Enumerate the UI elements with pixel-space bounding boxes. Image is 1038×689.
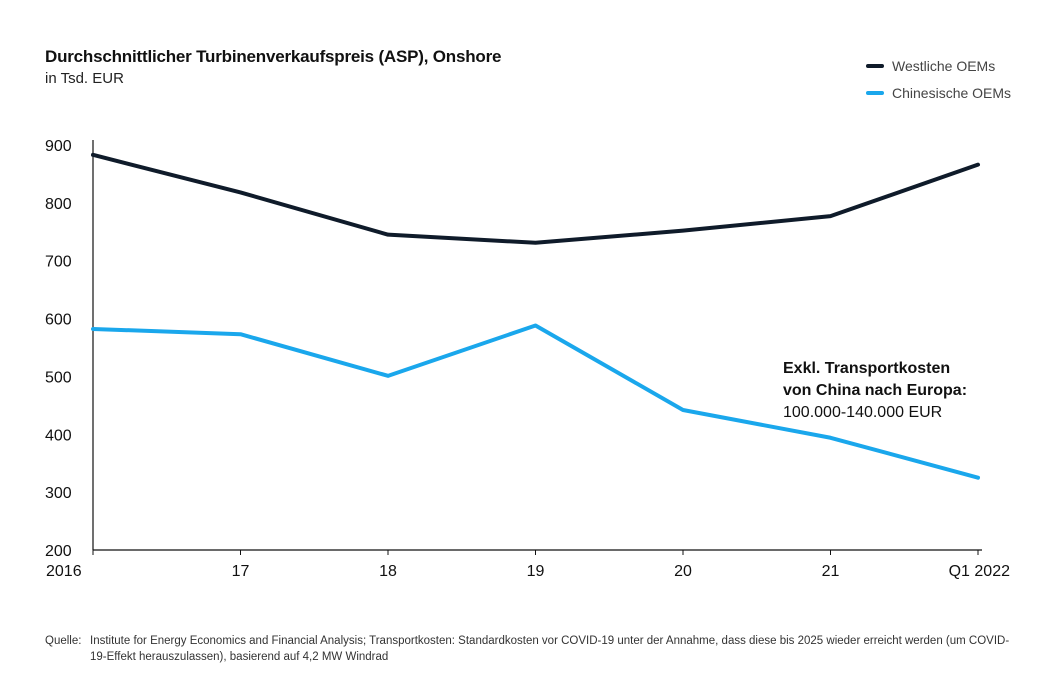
x-axis-ticks: 2016 17 18 19 20 21 Q1 2022	[46, 550, 1010, 580]
legend-label-chinesische: Chinesische OEMs	[892, 84, 1012, 101]
source-note: Quelle: Institute for Energy Economics a…	[45, 633, 1010, 665]
y-tick-label: 900	[45, 138, 72, 155]
legend-item-westliche: Westliche OEMs	[866, 52, 1011, 79]
chart-title: Durchschnittlicher Turbinenverkaufspreis…	[45, 47, 502, 66]
series-layer	[91, 152, 980, 480]
y-tick-label: 500	[45, 369, 72, 386]
annotation-line-1: Exkl. Transportkosten	[783, 360, 951, 377]
annotation-line-3: 100.000-140.000 EUR	[783, 404, 943, 421]
legend-label-westliche: Westliche OEMs	[892, 57, 996, 74]
x-tick-label: 2016	[46, 563, 82, 580]
annotation-line-2: von China nach Europa:	[783, 382, 968, 399]
y-axis-ticks: 900 800 700 600 500 400 300 200	[45, 138, 72, 560]
y-tick-label: 400	[45, 427, 72, 444]
series-line-westliche-oems	[91, 152, 980, 245]
legend-item-chinesische: Chinesische OEMs	[866, 79, 1011, 106]
x-tick-label: Q1 2022	[949, 563, 1010, 580]
x-tick-label: 18	[379, 563, 397, 580]
y-tick-label: 800	[45, 196, 72, 213]
y-tick-label: 600	[45, 312, 72, 329]
legend: Westliche OEMs Chinesische OEMs	[866, 52, 1011, 106]
legend-swatch-westliche	[866, 63, 884, 68]
source-label: Quelle:	[45, 635, 82, 647]
transport-annotation: Exkl. Transportkosten von China nach Eur…	[783, 358, 967, 424]
y-tick-label: 300	[45, 485, 72, 502]
chart-subtitle: in Tsd. EUR	[45, 70, 124, 87]
x-tick-label: 20	[674, 563, 692, 580]
y-tick-label: 200	[45, 543, 72, 560]
x-tick-label: 21	[822, 563, 840, 580]
x-tick-label: 19	[527, 563, 545, 580]
legend-swatch-chinesische	[866, 90, 884, 95]
source-text: Institute for Energy Economics and Finan…	[90, 635, 1010, 663]
y-tick-label: 700	[45, 254, 72, 271]
x-tick-label: 17	[232, 563, 250, 580]
